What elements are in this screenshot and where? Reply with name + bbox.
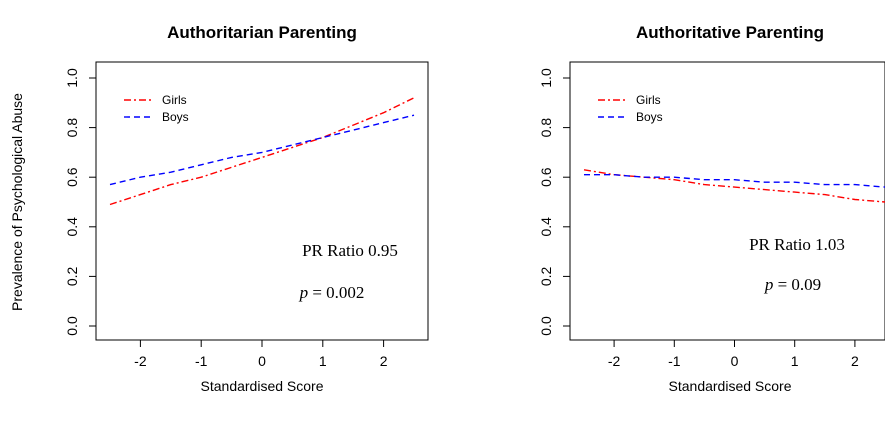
plot-frame <box>569 61 885 341</box>
x-tick-label: 1 <box>319 353 327 369</box>
x-tick-label: -1 <box>195 353 208 369</box>
y-tick-label: 0.8 <box>538 118 554 138</box>
p-value-text: = 0.09 <box>773 275 821 294</box>
p-value-annotation: p = 0.002 <box>299 283 365 302</box>
y-tick-label: 1.0 <box>538 68 554 88</box>
y-tick-label: 1.0 <box>64 68 80 88</box>
plot-area: 0.0 0.2 0.4 0.6 0.8 1.0 -2 -1 0 1 2 Girls Boys <box>64 61 429 369</box>
y-tick-label: 0.6 <box>64 167 80 187</box>
plot-area: 0.0 0.2 0.4 0.6 0.8 1.0 -2 -1 0 1 2 Girls Boys <box>538 61 885 369</box>
y-tick-label: 0.2 <box>538 266 554 286</box>
series-line-boys <box>109 114 415 186</box>
p-symbol: p <box>299 283 309 302</box>
x-tick-label: -2 <box>134 353 147 369</box>
x-tick-label: -1 <box>668 353 681 369</box>
y-tick-label: 0.4 <box>538 217 554 237</box>
x-tick-label: 0 <box>731 353 739 369</box>
y-axis-label: Prevalence of Psychological Abuse <box>9 93 25 311</box>
x-axis-label: Standardised Score <box>201 378 324 394</box>
chart-panel-authoritative: Authoritative Parenting 0.0 0.2 0.4 0.6 0.8 1… <box>538 23 885 394</box>
y-tick-label: 0.0 <box>64 316 80 336</box>
legend-label-boys: Boys <box>636 110 663 124</box>
y-tick-label: 0.6 <box>538 167 554 187</box>
y-tick-label: 0.0 <box>538 316 554 336</box>
series-line-girls <box>109 97 415 206</box>
y-tick-label: 0.8 <box>64 118 80 138</box>
chart-title: Authoritative Parenting <box>636 23 824 42</box>
legend-label-girls: Girls <box>636 93 661 107</box>
x-tick-label: -2 <box>608 353 621 369</box>
p-value-text: = 0.002 <box>308 283 364 302</box>
p-value-annotation: p = 0.09 <box>764 275 821 294</box>
x-tick-label: 2 <box>380 353 388 369</box>
legend-label-boys: Boys <box>162 110 189 124</box>
x-axis-label: Standardised Score <box>669 378 792 394</box>
x-tick-label: 2 <box>851 353 859 369</box>
plot-frame <box>95 61 429 341</box>
y-tick-label: 0.2 <box>64 266 80 286</box>
p-symbol: p <box>764 275 774 294</box>
pr-ratio-annotation: PR Ratio 1.03 <box>749 235 845 254</box>
x-tick-label: 1 <box>791 353 799 369</box>
x-tick-label: 0 <box>258 353 266 369</box>
series-line-boys <box>584 173 885 188</box>
pr-ratio-annotation: PR Ratio 0.95 <box>302 241 398 260</box>
y-tick-label: 0.4 <box>64 217 80 237</box>
series-line-girls <box>583 169 885 203</box>
chart-title: Authoritarian Parenting <box>167 23 357 42</box>
legend-label-girls: Girls <box>162 93 187 107</box>
chart-panel-authoritarian: Authoritarian Parenting 0.0 0.2 0.4 0.6 0.8 1… <box>64 23 429 394</box>
